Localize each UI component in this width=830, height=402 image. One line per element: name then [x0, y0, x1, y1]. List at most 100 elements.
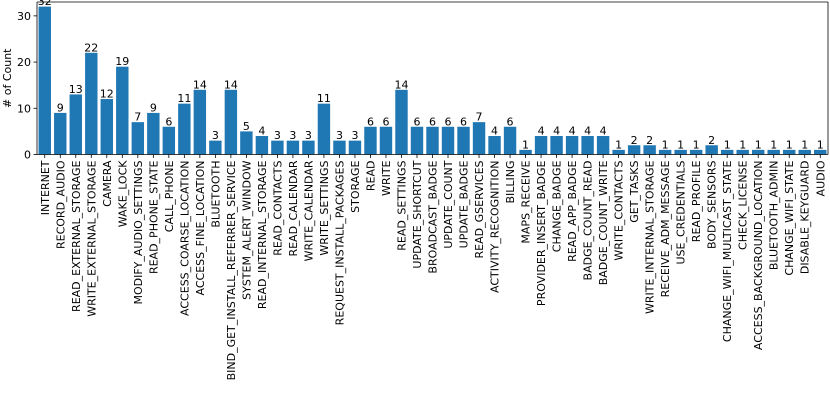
bar-read-external-storage [69, 94, 82, 155]
x-tick-label: WRITE_EXTERNAL_STORAGE [85, 160, 98, 316]
data-label: 6 [382, 115, 389, 128]
bar-read-calendar [286, 140, 300, 155]
bar-access-fine-location [193, 89, 207, 155]
x-tick-label: BADGE_COUNT_WRITE [597, 160, 610, 285]
bar-activity-recognition [488, 136, 501, 155]
data-label: 32 [38, 0, 52, 8]
bar-write-external-storage [85, 52, 98, 155]
x-tick-label: READ_EXTERNAL_STORAGE [70, 160, 83, 311]
bar-get-tasks [627, 145, 641, 155]
bar-update-badge [457, 126, 470, 155]
data-label: 14 [224, 78, 238, 91]
x-tick-label: WRITE [380, 160, 393, 195]
bar-broadcast-badge [426, 126, 439, 155]
x-tick-label: RECORD_AUDIO [54, 160, 67, 249]
bar-write-internal-storage [643, 145, 656, 155]
bar-camera [100, 99, 113, 155]
bar-bluetooth [209, 140, 222, 155]
x-tick-label: ACCESS_FINE_LOCATION [194, 161, 207, 296]
bar-write-calendar [302, 140, 315, 155]
x-tick-label: ACCESS_BACKGROUND_LOCATION [752, 161, 765, 351]
x-tick-label: GET_TASKS [628, 160, 641, 222]
x-tick-label: CHECK_LICENSE [737, 160, 750, 250]
x-ticks-group: INTERNET RECORD_AUDIO READ_EXTERNAL_STORAG… [39, 154, 827, 380]
data-label: 14 [394, 78, 408, 91]
y-ticks-group: 0 10 20 30 [17, 10, 37, 162]
bar-update-shortcut [410, 126, 424, 155]
bars-group [38, 6, 827, 155]
bar-receive-adm-message [658, 149, 672, 155]
bar-write [379, 126, 393, 155]
bar-internet [38, 6, 51, 155]
data-label: 2 [646, 134, 653, 147]
bar-disable-keyguard [798, 149, 811, 155]
bar-modify-audio-settings [131, 122, 145, 155]
bar-maps-receive [519, 149, 532, 155]
x-tick-label: BIND_GET_INSTALL_REFERRER_SERVICE [225, 160, 238, 380]
data-label: 1 [786, 138, 793, 151]
x-tick-label: DISABLE_KEYGUARD [799, 161, 812, 275]
data-label: 3 [336, 129, 343, 142]
bar-use-credentials [674, 149, 687, 155]
data-label: 12 [100, 88, 114, 101]
x-tick-label: WRITE_CALENDAR [302, 160, 315, 261]
x-tick-label: WAKE_LOCK [116, 160, 129, 228]
data-label: 3 [305, 129, 312, 142]
x-tick-label: BADGE_COUNT_READ [582, 161, 595, 281]
x-tick-label: STORAGE [349, 160, 362, 212]
x-tick-label: MAPS_RECEIVE [520, 160, 533, 243]
bar-wake-lock [116, 66, 129, 155]
data-label: 22 [84, 41, 98, 54]
data-label: 6 [367, 115, 374, 128]
data-label: 9 [57, 101, 64, 114]
data-label: 3 [289, 129, 296, 142]
bar-write-settings [317, 103, 331, 155]
data-label: 6 [460, 115, 467, 128]
x-tick-label: CALL_PHONE [163, 160, 176, 232]
x-tick-label: UPDATE_COUNT [442, 160, 455, 248]
x-tick-label: READ_PHONE_STATE [147, 160, 160, 274]
x-tick-label: READ_GSERVICES [473, 160, 486, 258]
data-label: 5 [243, 120, 250, 133]
x-tick-label: CAMERA [101, 160, 114, 207]
data-label: 1 [770, 138, 777, 151]
data-label: 14 [193, 78, 207, 91]
data-label: 4 [491, 125, 498, 138]
bar-update-count [441, 126, 455, 155]
x-tick-label: READ_SETTINGS [395, 160, 408, 250]
data-label: 3 [212, 129, 219, 142]
data-label: 1 [801, 138, 808, 151]
x-tick-label: READ_PROFILE [690, 160, 703, 242]
x-tick-label: BODY_SENSORS [706, 160, 719, 249]
data-label: 1 [693, 138, 700, 151]
y-tick-label: 10 [17, 102, 31, 115]
x-tick-label: WRITE_INTERNAL_STORAGE [644, 160, 657, 314]
x-tick-label: BLUETOOTH [209, 161, 222, 228]
bar-billing [503, 126, 517, 155]
data-label: 1 [755, 138, 762, 151]
bar-record-audio [54, 112, 67, 155]
x-tick-label: WRITE_SETTINGS [318, 160, 331, 255]
x-tick-label: REQUEST_INSTALL_PACKAGES [333, 160, 346, 325]
data-label: 3 [351, 129, 358, 142]
x-tick-label: INTERNET [39, 160, 52, 215]
x-tick-label: UPDATE_BADGE [458, 160, 471, 248]
data-label: 13 [69, 83, 83, 96]
x-tick-label: READ [364, 161, 377, 192]
data-label: 6 [507, 115, 514, 128]
data-label: 4 [569, 125, 576, 138]
data-label: 1 [724, 138, 731, 151]
x-tick-label: BROADCAST_BADGE [427, 160, 440, 273]
x-tick-label: ACTIVITY_RECOGNITION [489, 161, 502, 293]
bar-read-internal-storage [255, 136, 269, 155]
x-tick-label: ACCESS_COARSE_LOCATION [178, 161, 191, 316]
x-tick-label: READ_CONTACTS [271, 160, 284, 255]
data-label: 4 [600, 125, 607, 138]
x-tick-label: UPDATE_SHORTCUT [411, 160, 424, 268]
bar-audio [814, 149, 827, 155]
bar-change-wifi-multicast-state [720, 149, 734, 155]
data-label: 6 [429, 115, 436, 128]
data-label: 9 [150, 101, 157, 114]
